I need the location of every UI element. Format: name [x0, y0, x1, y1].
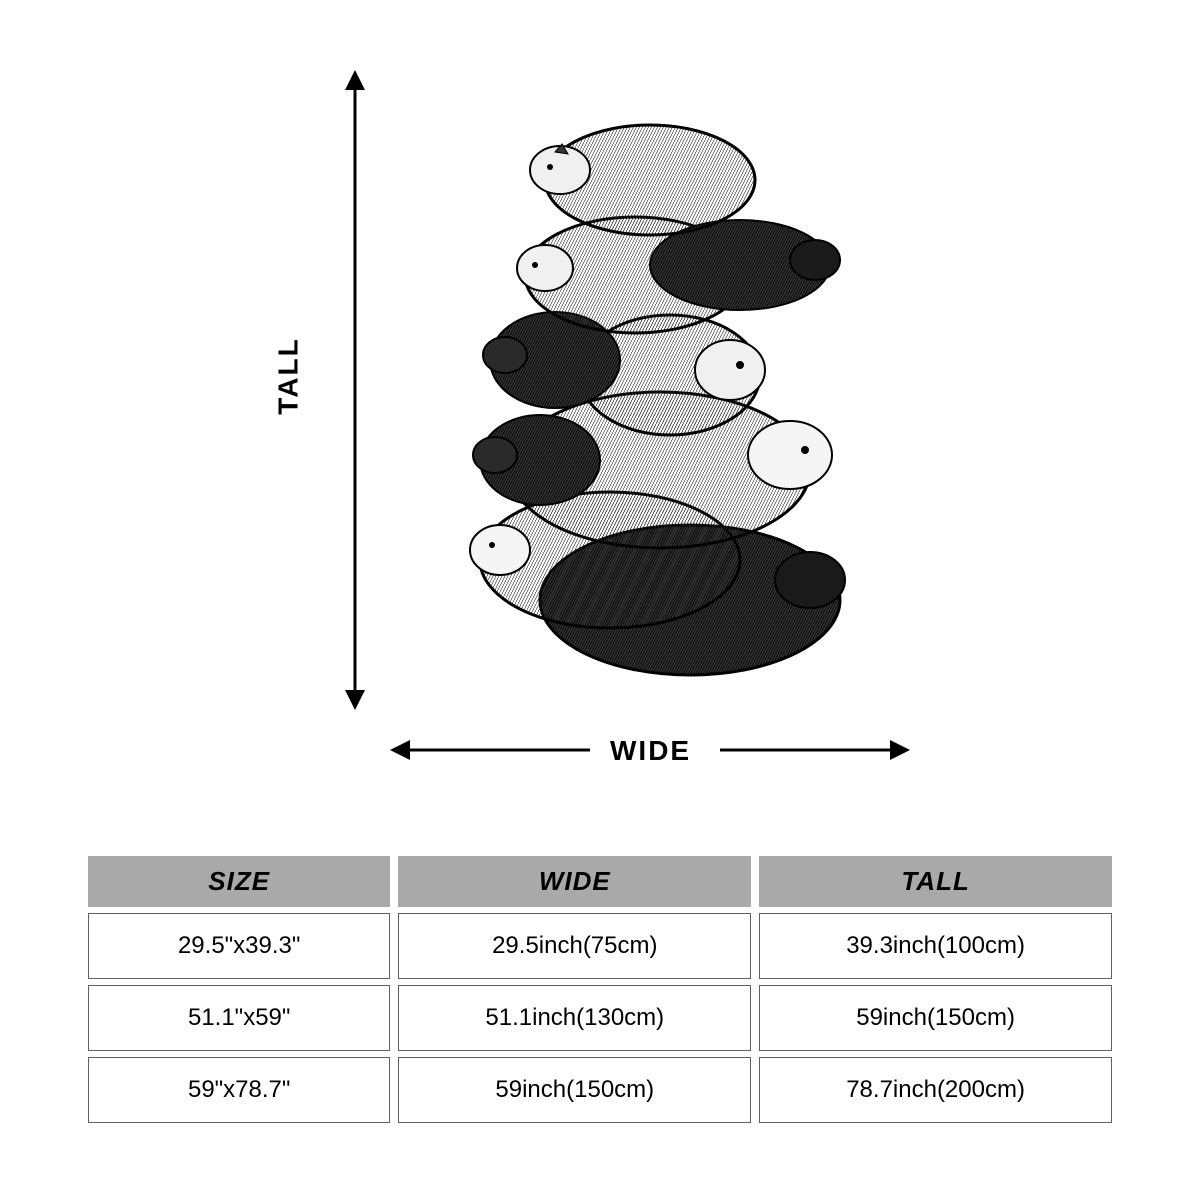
table-row: 59"x78.7" 59inch(150cm) 78.7inch(200cm): [88, 1057, 1112, 1123]
cell-tall: 78.7inch(200cm): [759, 1057, 1112, 1123]
table-header-row: SIZE WIDE TALL: [88, 856, 1112, 907]
header-size: SIZE: [88, 856, 390, 907]
cell-size: 59"x78.7": [88, 1057, 390, 1123]
wide-label: WIDE: [610, 735, 691, 767]
tall-label: TALL: [273, 337, 305, 414]
dimension-diagram: TALL WIDE: [220, 70, 980, 790]
table-row: 51.1"x59" 51.1inch(130cm) 59inch(150cm): [88, 985, 1112, 1051]
cell-tall: 59inch(150cm): [759, 985, 1112, 1051]
capybara-illustration: [440, 100, 860, 680]
table-row: 29.5"x39.3" 29.5inch(75cm) 39.3inch(100c…: [88, 913, 1112, 979]
cell-tall: 39.3inch(100cm): [759, 913, 1112, 979]
cell-size: 29.5"x39.3": [88, 913, 390, 979]
cell-wide: 51.1inch(130cm): [398, 985, 751, 1051]
cell-wide: 59inch(150cm): [398, 1057, 751, 1123]
header-tall: TALL: [759, 856, 1112, 907]
size-chart-table: SIZE WIDE TALL 29.5"x39.3" 29.5inch(75cm…: [80, 850, 1120, 1129]
header-wide: WIDE: [398, 856, 751, 907]
product-image-placeholder: [390, 70, 910, 710]
tall-dimension-arrow: [330, 70, 380, 710]
cell-wide: 29.5inch(75cm): [398, 913, 751, 979]
cell-size: 51.1"x59": [88, 985, 390, 1051]
